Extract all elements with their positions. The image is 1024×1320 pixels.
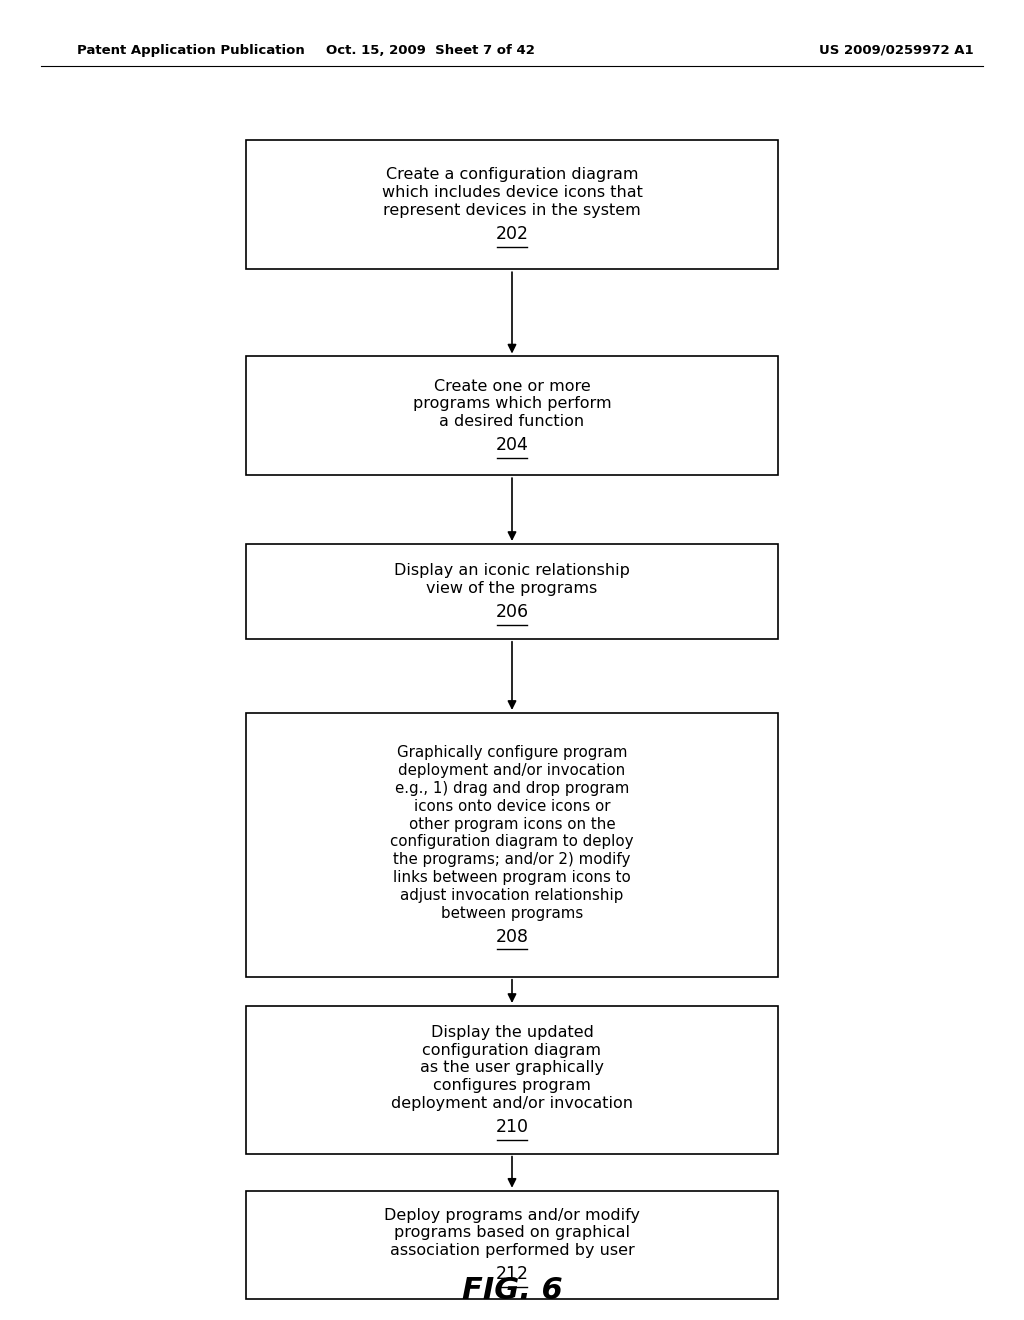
Text: deployment and/or invocation: deployment and/or invocation [391, 1096, 633, 1111]
Text: the programs; and/or 2) modify: the programs; and/or 2) modify [393, 853, 631, 867]
Text: configuration diagram: configuration diagram [423, 1043, 601, 1057]
Text: Display the updated: Display the updated [430, 1024, 594, 1040]
Bar [246, 356, 778, 475]
Text: 206: 206 [496, 603, 528, 622]
Text: a desired function: a desired function [439, 414, 585, 429]
Text: Graphically configure program: Graphically configure program [396, 746, 628, 760]
Bar [246, 544, 778, 639]
Text: Display an iconic relationship: Display an iconic relationship [394, 564, 630, 578]
Text: which includes device icons that: which includes device icons that [382, 185, 642, 201]
Text: configures program: configures program [433, 1078, 591, 1093]
Text: other program icons on the: other program icons on the [409, 817, 615, 832]
Text: association performed by user: association performed by user [389, 1243, 635, 1258]
Text: between programs: between programs [441, 906, 583, 920]
Bar [246, 713, 778, 977]
Text: 212: 212 [496, 1266, 528, 1283]
Text: icons onto device icons or: icons onto device icons or [414, 799, 610, 813]
Text: Deploy programs and/or modify: Deploy programs and/or modify [384, 1208, 640, 1222]
Text: US 2009/0259972 A1: US 2009/0259972 A1 [819, 44, 974, 57]
Text: e.g., 1) drag and drop program: e.g., 1) drag and drop program [395, 781, 629, 796]
Text: programs which perform: programs which perform [413, 396, 611, 412]
Text: 210: 210 [496, 1118, 528, 1137]
Text: configuration diagram to deploy: configuration diagram to deploy [390, 834, 634, 849]
Text: Oct. 15, 2009  Sheet 7 of 42: Oct. 15, 2009 Sheet 7 of 42 [326, 44, 535, 57]
Text: deployment and/or invocation: deployment and/or invocation [398, 763, 626, 777]
Text: 208: 208 [496, 928, 528, 946]
Text: represent devices in the system: represent devices in the system [383, 203, 641, 218]
Text: 204: 204 [496, 437, 528, 454]
Text: FIG. 6: FIG. 6 [462, 1276, 562, 1305]
Bar [246, 1191, 778, 1299]
Text: programs based on graphical: programs based on graphical [394, 1225, 630, 1241]
Text: 202: 202 [496, 226, 528, 243]
Bar [246, 140, 778, 269]
Text: as the user graphically: as the user graphically [420, 1060, 604, 1076]
Text: adjust invocation relationship: adjust invocation relationship [400, 888, 624, 903]
Text: Create one or more: Create one or more [433, 379, 591, 393]
Text: Patent Application Publication: Patent Application Publication [77, 44, 304, 57]
Text: view of the programs: view of the programs [426, 581, 598, 595]
Text: links between program icons to: links between program icons to [393, 870, 631, 884]
Text: Create a configuration diagram: Create a configuration diagram [386, 168, 638, 182]
Bar [246, 1006, 778, 1154]
